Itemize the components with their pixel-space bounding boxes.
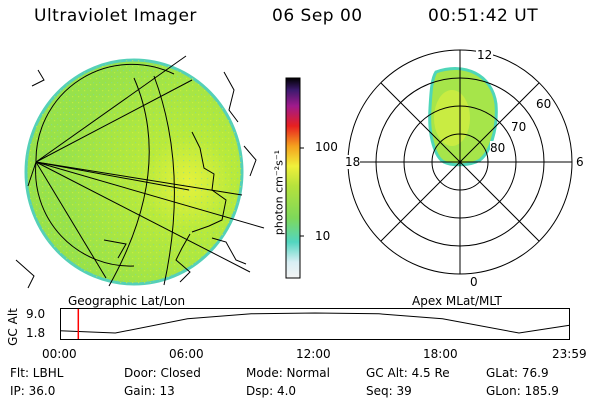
altitude-plot [60, 308, 570, 340]
xtick-1800: 18:00 [423, 347, 458, 361]
mlt-label-6: 6 [576, 155, 584, 169]
xtick-1200: 12:00 [296, 347, 331, 361]
earth-disk [24, 58, 244, 286]
instrument-title: Ultraviolet Imager [34, 6, 197, 26]
door-readout: Door: Closed [124, 366, 201, 380]
colorbar-tick-10-label: 10 [315, 229, 331, 243]
geographic-image [15, 55, 265, 289]
mlt-label-0: 0 [470, 275, 478, 289]
altitude-ytick-low: 1.8 [26, 326, 46, 340]
altitude-frame [60, 308, 570, 340]
colorbar-strip [285, 77, 301, 279]
xtick-2359: 23:59 [552, 347, 587, 361]
mlat-label-80: 80 [490, 141, 506, 155]
date-label: 06 Sep 00 [272, 6, 363, 26]
geographic-caption: Geographic Lat/Lon [68, 294, 186, 308]
altitude-curve [60, 312, 570, 334]
mode-readout: Mode: Normal [246, 366, 330, 380]
time-label: 00:51:42 UT [428, 6, 539, 26]
auroral-oval [428, 67, 498, 167]
xtick-0600: 06:00 [169, 347, 204, 361]
seq-readout: Seq: 39 [366, 384, 412, 398]
mlt-lines [348, 50, 572, 274]
mlt-label-12: 12 [476, 48, 494, 62]
ip-readout: IP: 36.0 [10, 384, 56, 398]
colorbar-tick-100-label: 100 [315, 140, 338, 154]
colorbar-title: photon cm⁻²s⁻¹ [272, 149, 286, 236]
coastlines [15, 69, 257, 289]
altitude-ytick-high: 9.0 [26, 307, 46, 321]
mlt-label-18: 18 [345, 155, 361, 169]
glat-readout: GLat: 76.9 [486, 366, 549, 380]
gc-alt-readout: GC Alt: 4.5 Re [366, 366, 450, 380]
altitude-ylabel: GC Alt [6, 308, 20, 346]
colorbar [285, 77, 304, 279]
filter-readout: Flt: LBHL [10, 366, 64, 380]
lat-lon-grid [27, 55, 265, 287]
gain-readout: Gain: 13 [124, 384, 175, 398]
apex-caption: Apex MLat/MLT [412, 294, 502, 308]
xtick-0000: 00:00 [42, 347, 77, 361]
dsp-readout: Dsp: 4.0 [246, 384, 297, 398]
glon-readout: GLon: 185.9 [486, 384, 559, 398]
mlat-label-60: 60 [536, 97, 552, 111]
mlat-label-70: 70 [511, 120, 527, 134]
polar-plot [347, 49, 573, 275]
